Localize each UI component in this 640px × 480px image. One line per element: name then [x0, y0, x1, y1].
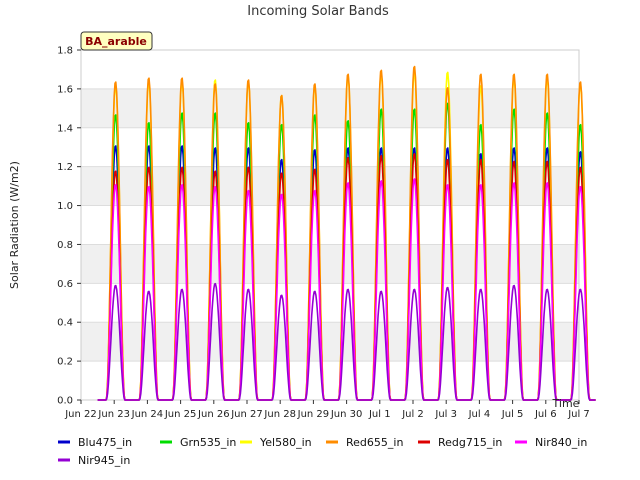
legend-item: Grn535_in — [160, 436, 236, 449]
legend-label: Grn535_in — [180, 436, 236, 449]
y-tick-label: 1.6 — [57, 84, 73, 95]
chart-title: Incoming Solar Bands — [247, 4, 389, 19]
y-tick-label: 1.2 — [57, 162, 73, 173]
x-tick-label: Jun 23 — [97, 409, 130, 420]
x-tick-label: Jun 28 — [263, 409, 296, 420]
y-tick-label: 0.8 — [57, 240, 73, 251]
y-tick-label: 0.6 — [57, 279, 73, 290]
y-tick-label: 1.8 — [57, 46, 73, 57]
legend-item: Nir945_in — [58, 454, 130, 467]
background-band — [81, 244, 579, 284]
x-axis-label: Time — [552, 397, 580, 410]
legend-label: Redg715_in — [438, 436, 502, 449]
legend-label: Nir945_in — [78, 454, 130, 467]
y-tick-label: 0.0 — [57, 396, 73, 407]
x-tick-label: Jul 1 — [368, 409, 391, 420]
legend-item: Nir840_in — [515, 436, 587, 449]
series-line-nir840_in — [97, 178, 596, 401]
series-line-grn535_in — [97, 102, 596, 401]
background-band — [81, 127, 579, 167]
x-tick-label: Jul 2 — [401, 409, 424, 420]
background-band — [81, 205, 579, 245]
legend-item: Red655_in — [326, 436, 403, 449]
series-layer — [97, 65, 596, 401]
background-band — [81, 322, 579, 362]
plot-background-bands — [81, 50, 579, 400]
x-tick-label: Jul 4 — [468, 409, 491, 420]
series-line-red655_in — [97, 65, 596, 401]
x-tick-label: Jun 27 — [230, 409, 263, 420]
series-line-nir945_in — [97, 282, 596, 401]
x-tick-label: Jun 24 — [131, 409, 164, 420]
background-band — [81, 88, 579, 128]
site-badge-label: BA_arable — [85, 35, 147, 48]
legend-label: Red655_in — [346, 436, 403, 449]
background-band — [81, 166, 579, 206]
legend-label: Nir840_in — [535, 436, 587, 449]
legend-label: Yel580_in — [259, 436, 312, 449]
background-band — [81, 283, 579, 323]
site-badge: BA_arable — [80, 31, 153, 51]
background-band — [81, 361, 579, 400]
x-tick-label: Jun 22 — [64, 409, 97, 420]
x-tick-label: Jun 29 — [297, 409, 330, 420]
y-tick-label: 1.0 — [57, 201, 73, 212]
y-tick-label: 0.4 — [57, 318, 73, 329]
y-axis-label: Solar Radiation (W/m2) — [8, 161, 21, 289]
x-tick-label: Jul 7 — [567, 409, 590, 420]
legend-item: Blu475_in — [58, 436, 132, 449]
x-axis: Jun 22 Jun 23 Jun 24 Jun 25 Jun 26 Jun 27 Jun … — [64, 400, 590, 420]
y-tick-label: 0.2 — [57, 357, 73, 368]
legend-item: Redg715_in — [418, 436, 502, 449]
y-axis: 0.0 0.2 0.4 0.6 0.8 1.0 1.2 1.4 1.6 1.8 — [57, 46, 81, 407]
x-tick-label: Jul 3 — [434, 409, 457, 420]
x-tick-label: Jul 5 — [501, 409, 524, 420]
background-band — [81, 50, 579, 89]
legend-item: Yel580_in — [240, 436, 312, 449]
y-tick-label: 1.4 — [57, 123, 73, 134]
x-tick-label: Jun 25 — [164, 409, 197, 420]
x-tick-label: Jun 30 — [330, 409, 363, 420]
site-badge-box — [80, 31, 153, 51]
x-tick-label: Jul 6 — [534, 409, 557, 420]
legend: Blu475_in Grn535_in Yel580_in Red655_in Redg… — [58, 436, 587, 467]
x-tick-label: Jun 26 — [197, 409, 230, 420]
legend-label: Blu475_in — [78, 436, 132, 449]
series-line-redg715_in — [97, 153, 596, 401]
